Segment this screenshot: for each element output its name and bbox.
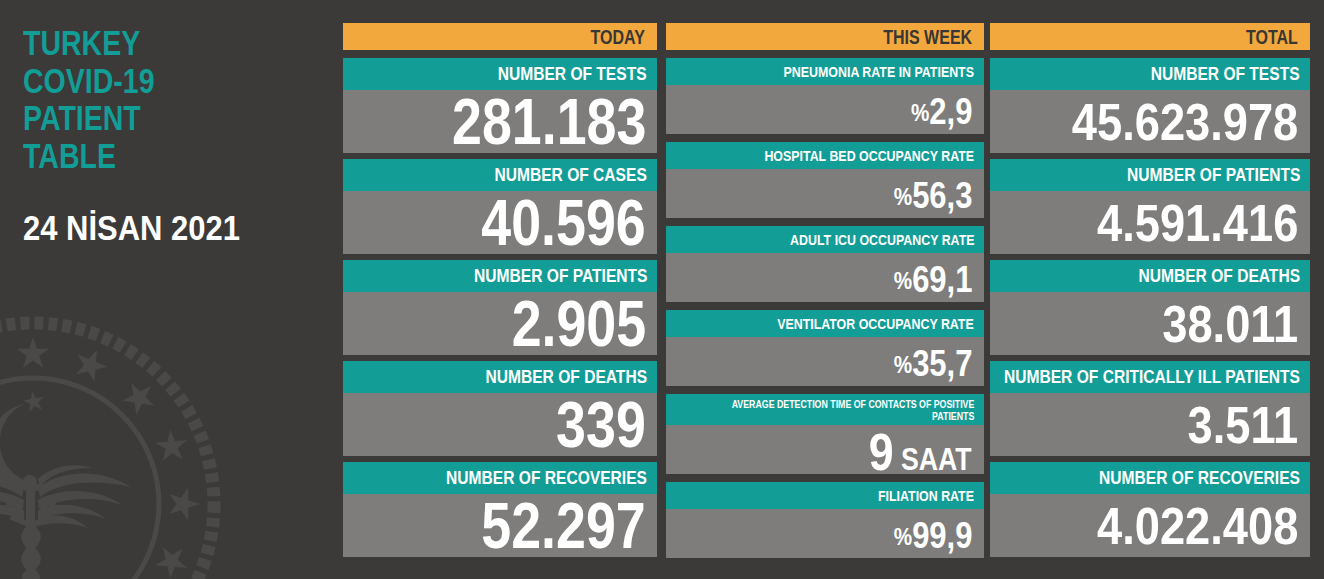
stat-row: NUMBER OF PATIENTS4.591.416 [990,159,1310,254]
stat-row: NUMBER OF TESTS281.183 [343,58,657,153]
stat-row: NUMBER OF RECOVERIES52.297 [343,462,657,557]
stat-label: ADULT ICU OCCUPANCY RATE [666,226,984,253]
stat-row: NUMBER OF TESTS45.623.978 [990,58,1310,153]
stat-row: AVERAGE DETECTION TIME OF CONTACTS OF PO… [666,394,984,474]
stat-label: PNEUMONIA RATE IN PATIENTS [666,58,984,85]
stat-value: %2,9 [666,85,984,134]
column-total: TOTAL NUMBER OF TESTS45.623.978NUMBER OF… [990,23,1310,563]
stat-row: HOSPITAL BED OCCUPANCY RATE%56,3 [666,142,984,218]
column-header-this-week: THIS WEEK [666,23,984,50]
stat-value: 40.596 [343,191,657,254]
column-today: TODAY NUMBER OF TESTS281.183NUMBER OF CA… [343,23,657,563]
stat-label: FILIATION RATE [666,482,984,509]
stat-value: 2.905 [343,292,657,355]
page-title-line: COVID-19 [23,62,155,100]
stat-label: AVERAGE DETECTION TIME OF CONTACTS OF PO… [666,394,984,425]
stat-value: 4.591.416 [990,191,1310,254]
column-header-total: TOTAL [990,23,1310,50]
stat-row: NUMBER OF DEATHS38.011 [990,260,1310,355]
stat-value: %69,1 [666,253,984,302]
stat-value: %35,7 [666,337,984,386]
page-title-line: PATIENT [23,99,155,137]
stat-row: ADULT ICU OCCUPANCY RATE%69,1 [666,226,984,302]
stat-value: 281.183 [343,90,657,153]
stat-label: HOSPITAL BED OCCUPANCY RATE [666,142,984,169]
column-header-today: TODAY [343,23,657,50]
stat-value: %99,9 [666,509,984,558]
stat-row: NUMBER OF DEATHS339 [343,361,657,456]
stat-row: NUMBER OF RECOVERIES4.022.408 [990,462,1310,557]
stat-value: 4.022.408 [990,494,1310,557]
report-date: 24 NİSAN 2021 [23,208,268,248]
stat-row: FILIATION RATE%99,9 [666,482,984,558]
stat-value: 45.623.978 [990,90,1310,153]
stat-row: NUMBER OF CASES40.596 [343,159,657,254]
stat-row: VENTILATOR OCCUPANCY RATE%35,7 [666,310,984,386]
stat-label: NUMBER OF DEATHS [990,260,1310,292]
stat-row: NUMBER OF PATIENTS2.905 [343,260,657,355]
page-title: TURKEYCOVID-19PATIENTTABLE [23,24,184,174]
stat-label: NUMBER OF CRITICALLY ILL PATIENTS [990,361,1310,393]
stat-value: 52.297 [343,494,657,557]
stat-label: NUMBER OF RECOVERIES [990,462,1310,494]
stat-label: NUMBER OF PATIENTS [990,159,1310,191]
stat-row: NUMBER OF CRITICALLY ILL PATIENTS3.511 [990,361,1310,456]
stat-row: PNEUMONIA RATE IN PATIENTS%2,9 [666,58,984,134]
page-title-line: TURKEY [23,24,155,62]
column-this-week: THIS WEEK PNEUMONIA RATE IN PATIENTS%2,9… [666,23,984,566]
stat-value: 339 [343,393,657,456]
stat-value: 3.511 [990,393,1310,456]
stat-label: VENTILATOR OCCUPANCY RATE [666,310,984,337]
covid-dashboard: TURKEYCOVID-19PATIENTTABLE 24 NİSAN 2021… [0,0,1324,579]
page-title-line: TABLE [23,137,155,175]
stat-value: 38.011 [990,292,1310,355]
stat-value: 9 SAAT [666,425,984,474]
stat-value: %56,3 [666,169,984,218]
stat-label: NUMBER OF TESTS [990,58,1310,90]
